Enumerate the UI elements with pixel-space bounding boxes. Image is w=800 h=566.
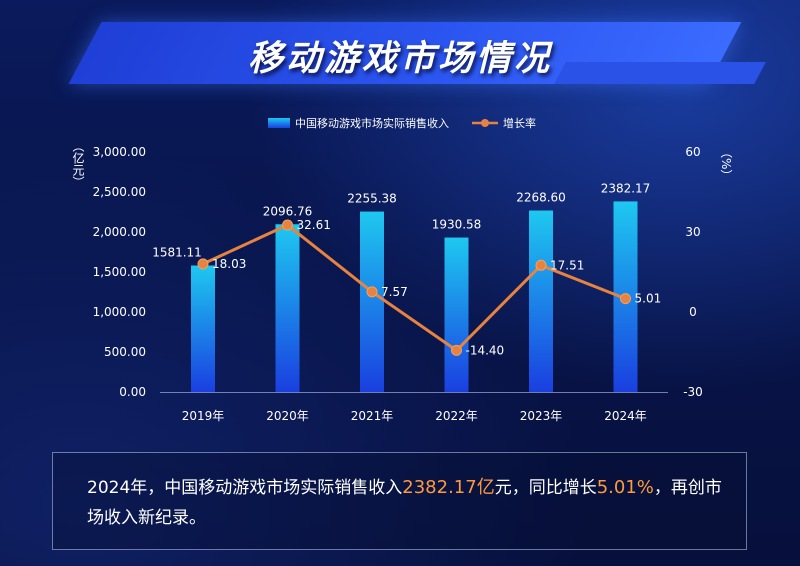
left-tick-label: 2,000.00 — [93, 225, 146, 239]
legend-bar-label: 中国移动游戏市场实际销售收入 — [295, 116, 449, 130]
x-tick-label: 2021年 — [351, 409, 394, 423]
growth-value-label: 5.01 — [635, 292, 662, 306]
summary-revenue: 2382.17亿 — [402, 477, 495, 498]
bar — [444, 237, 469, 392]
growth-value-label: -14.40 — [466, 343, 505, 357]
x-tick-label: 2019年 — [182, 409, 225, 423]
bar-value-label: 2268.60 — [516, 191, 566, 205]
right-tick-label: 0 — [689, 305, 697, 319]
bar — [275, 224, 300, 392]
left-tick-label: 1,000.00 — [93, 305, 146, 319]
x-tick-label: 2023年 — [520, 409, 563, 423]
legend: 中国移动游戏市场实际销售收入 增长率 — [268, 116, 536, 130]
growth-point — [282, 219, 293, 231]
left-tick-label: 1,500.00 — [93, 265, 146, 279]
legend-line-label: 增长率 — [503, 116, 536, 130]
bar-value-label: 2255.38 — [347, 192, 397, 206]
growth-line — [202, 223, 627, 352]
bar-value-label: 2382.17 — [601, 181, 651, 195]
left-axis-unit: （亿元） — [71, 140, 85, 188]
x-tick-label: 2022年 — [435, 409, 478, 423]
x-tick-label: 2020年 — [266, 409, 309, 423]
bar-value-label: 1581.11 — [152, 246, 202, 260]
summary-box: 2024年，中国移动游戏市场实际销售收入2382.17亿元，同比增长5.01%，… — [52, 452, 747, 550]
right-tick-label: 60 — [685, 145, 700, 159]
growth-point — [451, 344, 462, 356]
x-tick-label: 2024年 — [604, 409, 647, 423]
summary-growth: 5.01% — [596, 477, 654, 498]
growth-point — [620, 293, 631, 305]
legend-line-marker — [481, 119, 489, 127]
right-axis-unit: （%） — [719, 146, 733, 181]
growth-point — [366, 286, 378, 298]
left-tick-label: 2,500.00 — [93, 185, 146, 199]
summary-part-1: 2024年，中国移动游戏市场实际销售收入 — [87, 478, 403, 498]
chart: 中国移动游戏市场实际销售收入 增长率 （亿元） （%） 0.00 500.00 1,… — [71, 116, 733, 423]
growth-value-label: 18.03 — [212, 257, 246, 271]
bar — [529, 210, 553, 392]
left-tick-label: 500.00 — [104, 345, 146, 359]
growth-point — [197, 258, 209, 270]
right-tick-label: -30 — [683, 385, 703, 399]
summary-part-3: ，再创市场收入新纪录。 — [87, 478, 722, 528]
bar-value-label: 2096.76 — [263, 204, 313, 218]
growth-value-label: 32.61 — [297, 218, 331, 232]
legend-bar-swatch — [268, 118, 290, 128]
summary-part-2: 元，同比增长 — [494, 478, 597, 498]
page-title: 移动游戏市场情况 — [247, 39, 552, 79]
bar — [360, 211, 384, 392]
growth-point — [535, 259, 547, 271]
growth-value-label: 17.51 — [550, 258, 584, 272]
left-tick-label: 0.00 — [119, 385, 146, 399]
bar — [191, 265, 215, 392]
right-tick-label: 30 — [685, 225, 700, 239]
summary-text: 2024年，中国移动游戏市场实际销售收入2382.17亿元，同比增长5.01%，… — [87, 473, 727, 533]
bar-value-label: 1930.58 — [432, 218, 482, 232]
growth-value-label: 7.57 — [381, 285, 408, 299]
left-tick-label: 3,000.00 — [93, 145, 146, 159]
